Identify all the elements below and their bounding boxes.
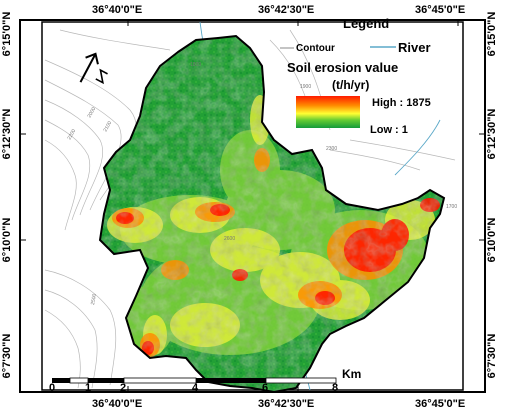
legend-unit: (t/h/yr) (332, 78, 370, 92)
scale-label: 4 (192, 382, 199, 394)
bottom-tick-label: 36°45'0"E (415, 398, 466, 410)
legend-low-label: Low : 1 (370, 124, 408, 136)
contour-value-labels: 1800 2000 2100 2200 2500 1900 2300 2600 … (67, 62, 458, 305)
bottom-tick-label: 36°40'0"E (92, 398, 143, 410)
map-inner-border (41, 21, 464, 391)
contour-label: 1800 (190, 62, 201, 68)
contour-label: 1900 (300, 84, 311, 90)
contour-label: 2000 (87, 106, 98, 119)
contour-label: 2600 (224, 236, 235, 242)
top-tick-label: 36°45'0"E (415, 4, 466, 16)
legend-title: Legend (343, 16, 390, 31)
legend-color-ramp (296, 96, 360, 128)
legend-high-label: High : 1875 (372, 97, 431, 109)
top-tick-label: 36°42'30"E (258, 4, 315, 16)
right-tick-label: 6°7'30"N (486, 333, 498, 379)
legend-contour-label: Contour (296, 43, 335, 54)
contour-label: 2300 (326, 146, 337, 152)
bottom-tick-label: 36°42'30"E (258, 398, 315, 410)
scale-label: 2 (120, 382, 127, 394)
scale-bar (52, 377, 337, 384)
right-tick-label: 6°10'0"N (486, 217, 498, 263)
top-tick-label: 36°40'0"E (92, 4, 143, 16)
scale-label: 0 (49, 382, 56, 394)
left-tick-label: 6°15'0"N (1, 11, 13, 57)
scale-label: 8 (332, 382, 339, 394)
left-tick-label: 6°10'0"N (1, 217, 13, 263)
contour-label: 1700 (446, 204, 457, 210)
frame-ticks (20, 20, 485, 392)
legend-subtitle: Soil erosion value (287, 60, 399, 75)
left-tick-label: 6°12'30"N (1, 108, 13, 160)
scale-unit: Km (342, 367, 362, 381)
contour-label: 2500 (90, 293, 98, 305)
north-arrow-icon (79, 52, 108, 85)
contour-label: 2100 (103, 120, 114, 133)
right-tick-label: 6°12'30"N (486, 108, 498, 160)
scale-label: 1 (85, 382, 92, 394)
left-tick-label: 6°7'30"N (1, 333, 13, 379)
scale-label: 6 (262, 382, 269, 394)
right-tick-label: 6°15'0"N (486, 11, 498, 57)
contour-label: 2200 (67, 128, 78, 141)
legend-river-label: River (398, 40, 431, 55)
